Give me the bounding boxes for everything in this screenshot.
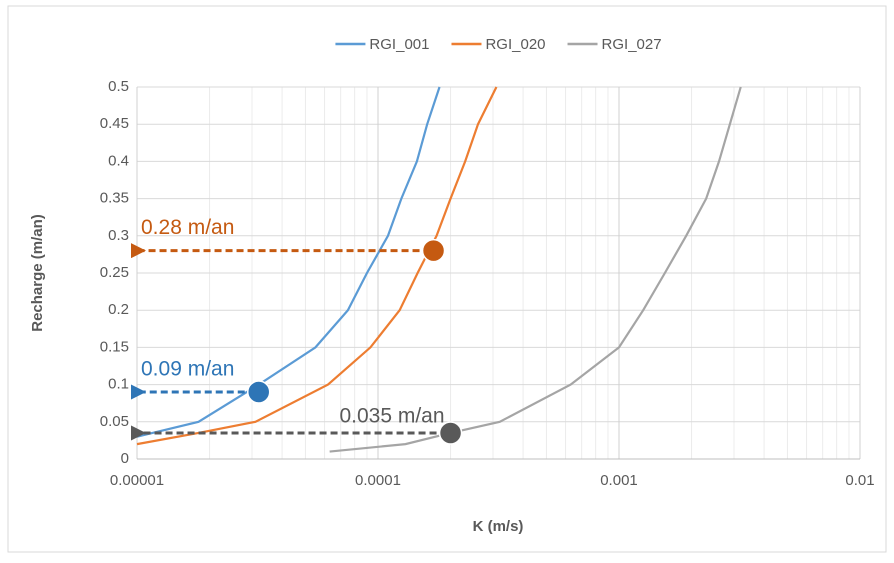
x-tick-label: 0.001 bbox=[600, 472, 638, 489]
y-axis-title: Recharge (m/an) bbox=[29, 214, 46, 332]
annotation-label: 0.09 m/an bbox=[141, 358, 234, 381]
y-tick-label: 0 bbox=[121, 450, 129, 467]
y-tick-label: 0.1 bbox=[108, 376, 129, 393]
annotation-label: 0.035 m/an bbox=[339, 405, 444, 428]
legend-item: RGI_020 bbox=[451, 36, 546, 53]
legend-item: RGI_027 bbox=[567, 36, 662, 53]
chart-border bbox=[7, 5, 887, 553]
x-axis-title: K (m/s) bbox=[473, 518, 524, 535]
y-tick-label: 0.35 bbox=[100, 190, 129, 207]
series-line bbox=[136, 86, 498, 446]
series-line bbox=[136, 86, 441, 438]
y-tick-label: 0.5 bbox=[108, 78, 129, 95]
y-tick-label: 0.4 bbox=[108, 152, 129, 169]
annotation-point bbox=[421, 238, 446, 263]
y-tick-label: 0.3 bbox=[108, 227, 129, 244]
y-tick-label: 0.05 bbox=[100, 413, 129, 430]
x-tick-label: 0.01 bbox=[845, 472, 874, 489]
y-tick-label: 0.25 bbox=[100, 264, 129, 281]
plot-area: 0.28 m/an 0.09 m/an 0.035 m/an bbox=[131, 86, 742, 453]
x-tick-label: 0.00001 bbox=[110, 472, 164, 489]
grid bbox=[136, 86, 861, 460]
legend-label: RGI_001 bbox=[369, 36, 429, 53]
annotation-point bbox=[438, 421, 463, 445]
annotation-point bbox=[246, 380, 271, 404]
legend-label: RGI_020 bbox=[485, 36, 545, 53]
y-tick-label: 0.45 bbox=[100, 115, 129, 132]
annotation-label: 0.28 m/an bbox=[141, 216, 234, 239]
y-tick-label: 0.15 bbox=[100, 338, 129, 355]
legend-label: RGI_027 bbox=[602, 36, 662, 53]
legend: RGI_001 RGI_020 RGI_027 bbox=[335, 36, 662, 53]
y-tick-label: 0.2 bbox=[108, 301, 129, 318]
legend-item: RGI_001 bbox=[335, 36, 429, 53]
x-tick-label: 0.0001 bbox=[355, 472, 401, 489]
